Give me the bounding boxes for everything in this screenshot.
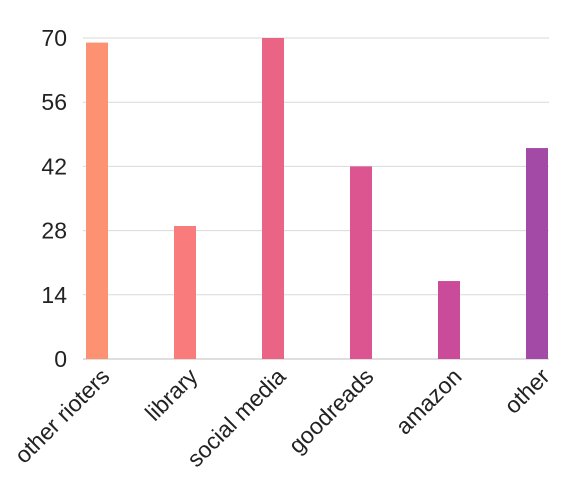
bar-social-media: [262, 38, 284, 359]
bar-library: [174, 226, 196, 359]
x-tick-label: other: [499, 363, 555, 419]
y-tick-label: 42: [41, 153, 67, 179]
x-tick-label: other rioters: [9, 363, 114, 468]
y-axis-ticks: 0 14 28 42 56 70: [41, 25, 67, 372]
y-tick-label: 14: [41, 282, 67, 308]
gridlines: [83, 37, 549, 360]
bar-other: [526, 148, 548, 359]
y-tick-label: 28: [41, 218, 67, 244]
y-tick-label: 0: [54, 346, 67, 372]
bars: [86, 38, 548, 359]
bar-goodreads: [350, 166, 372, 359]
y-tick-label: 70: [41, 25, 67, 51]
bar-other-rioters: [86, 42, 108, 359]
y-tick-label: 56: [41, 89, 67, 115]
x-tick-label: library: [140, 363, 203, 426]
bar-amazon: [438, 281, 460, 359]
x-tick-label: amazon: [390, 363, 466, 439]
x-tick-label: goodreads: [283, 363, 378, 458]
